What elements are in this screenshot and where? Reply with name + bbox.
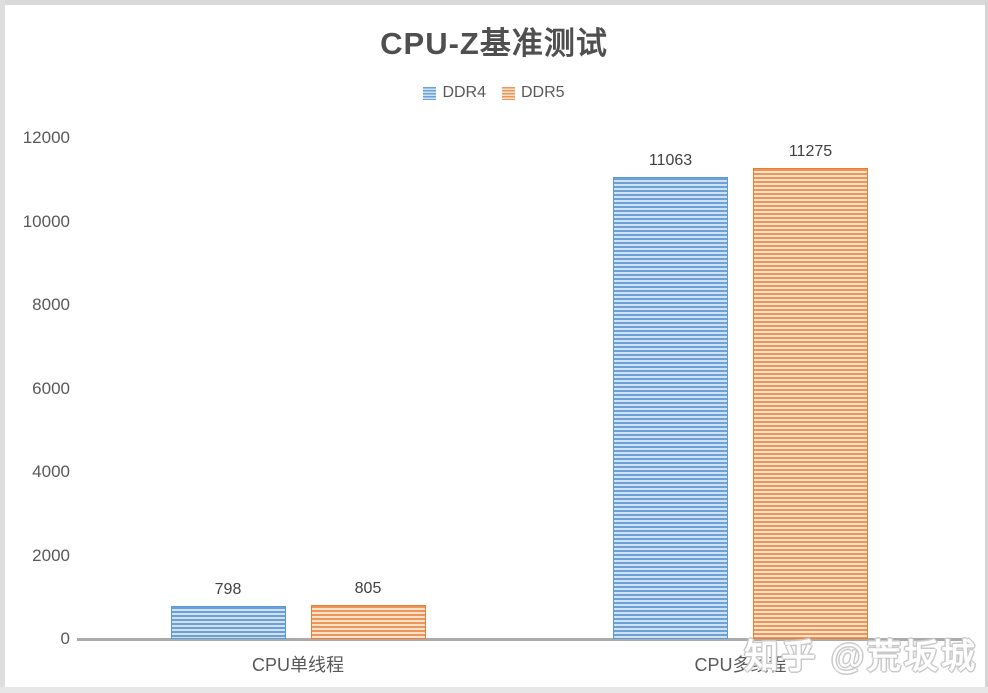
y-tick-label-12000: 12000 xyxy=(22,128,70,147)
y-tick-label-4000: 4000 xyxy=(32,462,70,481)
category-label-1: CPU单线程 xyxy=(251,655,344,675)
frame-right-edge xyxy=(985,0,988,693)
chart-legend: DDR4 DDR5 xyxy=(0,84,988,102)
y-tick-label-2000: 2000 xyxy=(32,545,70,565)
bar-ddr5-1 xyxy=(310,605,426,639)
y-tick-label-0: 0 xyxy=(60,629,70,648)
legend-item-ddr4: DDR4 xyxy=(423,84,486,102)
legend-item-ddr5: DDR5 xyxy=(502,84,565,102)
y-tick-label-6000: 6000 xyxy=(32,378,70,398)
bar-ddr4-1 xyxy=(170,605,286,639)
bar-value-label-ddr4-2: 11063 xyxy=(648,152,693,170)
bar-ddr5-2 xyxy=(753,168,868,639)
bar-value-label-ddr5-1: 805 xyxy=(354,580,382,598)
frame-left-edge xyxy=(0,0,5,693)
frame-top-edge xyxy=(0,0,988,5)
y-tick-label-10000: 10000 xyxy=(22,211,70,231)
bar-value-label-ddr4-1: 798 xyxy=(214,580,242,598)
category-label-2: CPU多线程 xyxy=(694,655,787,675)
frame-bottom-edge xyxy=(0,687,988,693)
legend-swatch-ddr4-icon xyxy=(423,86,437,100)
bar-ddr4-2 xyxy=(613,177,728,639)
legend-label-ddr5: DDR5 xyxy=(521,84,565,101)
legend-label-ddr4: DDR4 xyxy=(442,84,486,101)
legend-swatch-ddr5-icon xyxy=(502,86,515,100)
watermark: 知乎 @荒坂城 xyxy=(744,638,978,676)
bar-value-label-ddr5-2: 11275 xyxy=(788,143,833,161)
chart-title: CPU-Z基准测试 xyxy=(380,26,608,61)
x-axis-line xyxy=(77,638,963,641)
y-tick-label-8000: 8000 xyxy=(32,295,70,314)
